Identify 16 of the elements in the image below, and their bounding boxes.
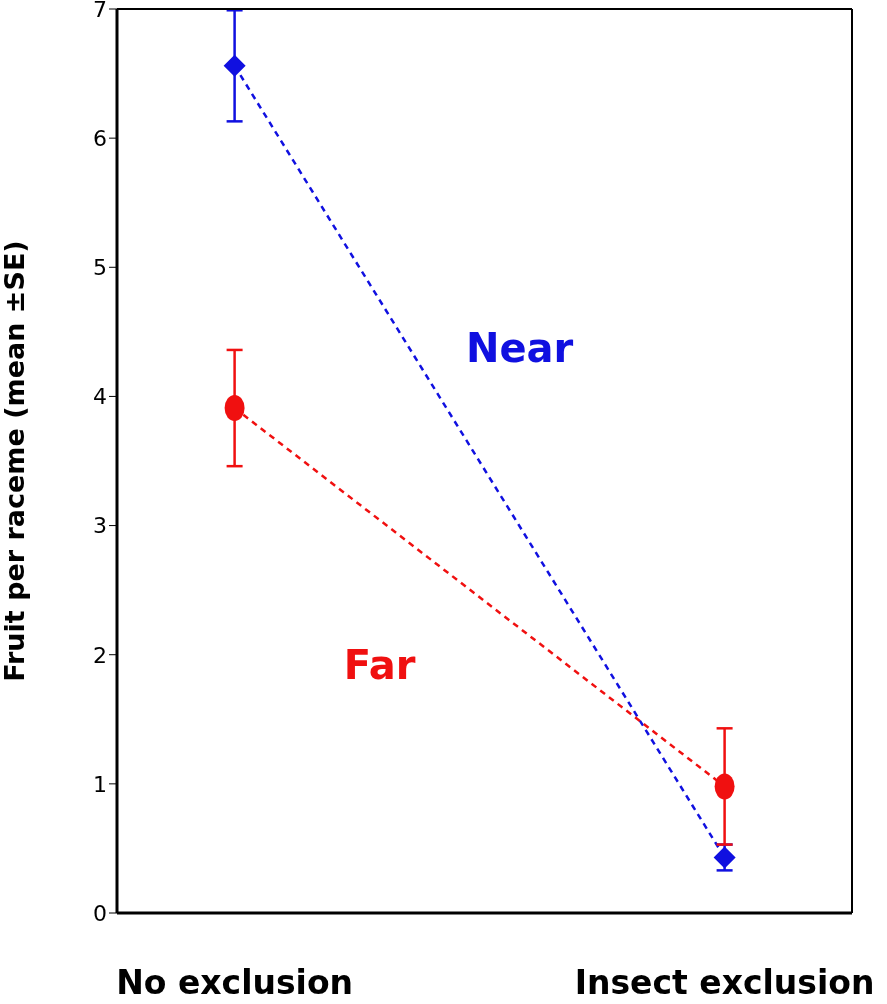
y-axis-title: Fruit per raceme (mean ±SE) — [0, 240, 30, 682]
y-tick-label: 1 — [93, 771, 107, 797]
series-label: Far — [343, 642, 416, 689]
y-tick-label: 5 — [93, 255, 107, 281]
point — [224, 395, 245, 422]
y-tick-label: 4 — [93, 384, 107, 410]
y-tick-label: 0 — [93, 900, 107, 926]
point — [714, 773, 735, 800]
y-tick-label: 2 — [93, 642, 107, 668]
y-tick-label: 3 — [93, 513, 107, 539]
y-tick-label: 7 — [93, 0, 107, 22]
y-tick-label: 6 — [93, 125, 107, 151]
point — [223, 54, 246, 77]
x-tick-label: No exclusion — [116, 963, 354, 1003]
x-tick-label: Insect exclusion — [574, 963, 875, 1003]
series-label: Near — [465, 324, 574, 371]
